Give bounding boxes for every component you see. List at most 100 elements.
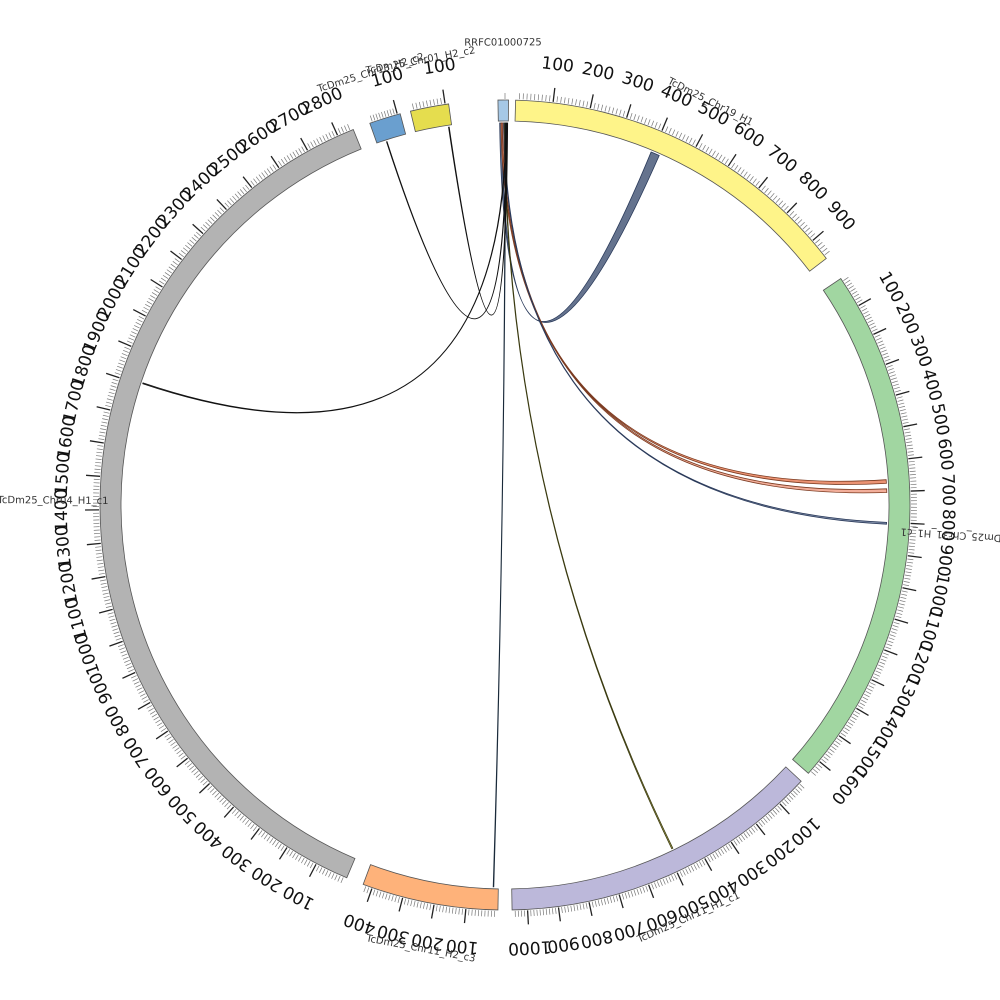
minor-tick — [337, 128, 341, 134]
minor-tick — [825, 753, 831, 759]
minor-tick — [132, 678, 139, 682]
minor-tick — [909, 467, 916, 469]
minor-tick — [682, 134, 686, 141]
major-tick — [150, 278, 163, 288]
minor-tick — [794, 216, 800, 222]
tick-label-chr04_h1: 100 — [280, 881, 318, 914]
minor-tick — [429, 99, 432, 106]
minor-tick — [778, 200, 784, 206]
minor-tick — [258, 174, 263, 180]
minor-tick — [893, 621, 900, 625]
minor-tick — [585, 902, 588, 909]
tick-label-chr19_h1: 100 — [540, 53, 575, 77]
minor-tick — [410, 900, 413, 907]
minor-tick — [709, 855, 714, 861]
minor-tick — [654, 122, 658, 128]
minor-tick — [244, 819, 250, 825]
minor-tick — [582, 100, 585, 107]
minor-tick — [146, 705, 153, 709]
minor-tick — [578, 99, 581, 106]
minor-tick — [907, 454, 914, 456]
tick-label-chr19_h1: 800 — [794, 168, 831, 205]
minor-tick — [715, 152, 720, 159]
tick-label-chr04_h1: 800 — [101, 701, 134, 739]
minor-tick — [690, 865, 695, 872]
minor-tick — [458, 908, 460, 915]
minor-tick — [114, 634, 121, 638]
minor-tick — [112, 378, 119, 382]
minor-tick — [95, 549, 102, 552]
minor-tick — [310, 141, 314, 148]
minor-tick — [97, 566, 104, 568]
tick-label-chr31_h1: 300 — [906, 333, 936, 370]
minor-tick — [186, 763, 193, 768]
minor-tick — [416, 901, 419, 908]
minor-tick — [654, 882, 657, 889]
major-tick — [270, 155, 280, 169]
minor-tick — [651, 883, 654, 890]
minor-tick — [193, 234, 199, 239]
minor-tick — [140, 693, 146, 697]
minor-tick — [549, 95, 551, 102]
minor-tick — [696, 862, 700, 869]
minor-tick — [597, 103, 600, 110]
minor-tick — [378, 112, 381, 119]
minor-tick — [107, 395, 114, 398]
minor-tick — [102, 592, 109, 595]
minor-tick — [185, 244, 191, 250]
minor-tick — [100, 582, 107, 585]
minor-tick — [160, 728, 167, 732]
minor-tick — [861, 308, 868, 312]
minor-tick — [347, 124, 351, 130]
major-tick — [89, 440, 104, 444]
major-tick — [308, 864, 317, 878]
minor-tick — [172, 744, 178, 749]
minor-tick — [874, 673, 880, 677]
minor-tick — [630, 890, 634, 897]
minor-tick — [214, 792, 220, 798]
minor-tick — [586, 101, 589, 108]
minor-tick — [116, 365, 123, 369]
minor-tick — [901, 590, 908, 593]
tick-label-chr04_h1: 1400 — [52, 489, 73, 532]
minor-tick — [135, 322, 142, 326]
minor-tick — [232, 195, 237, 201]
minor-tick — [871, 328, 878, 332]
major-tick — [786, 202, 798, 214]
minor-tick — [103, 411, 110, 414]
minor-tick — [209, 788, 215, 793]
minor-tick — [846, 282, 853, 287]
tick-label-chr04_h1: 600 — [141, 762, 177, 800]
minor-tick — [603, 898, 607, 905]
minor-tick — [436, 98, 439, 105]
minor-tick — [849, 719, 855, 723]
minor-tick — [168, 266, 174, 271]
minor-tick — [195, 773, 201, 778]
minor-tick — [162, 274, 169, 279]
minor-tick — [109, 618, 116, 622]
minor-tick — [182, 247, 189, 252]
minor-tick — [651, 120, 655, 127]
minor-tick — [138, 315, 145, 320]
minor-tick — [212, 214, 218, 220]
major-tick — [223, 806, 235, 818]
minor-tick — [180, 250, 186, 255]
minor-tick — [118, 362, 124, 366]
minor-tick — [582, 903, 585, 910]
minor-tick — [819, 244, 825, 250]
segment-chr04_h1 — [99, 128, 362, 879]
minor-tick — [289, 153, 294, 159]
major-tick — [838, 735, 851, 745]
minor-tick — [645, 885, 649, 892]
minor-tick — [740, 169, 745, 175]
minor-tick — [340, 126, 344, 133]
minor-tick — [104, 599, 111, 602]
minor-tick — [322, 135, 326, 142]
minor-tick — [239, 189, 245, 195]
minor-tick — [123, 349, 129, 353]
minor-tick — [567, 906, 569, 913]
minor-tick — [824, 250, 830, 256]
minor-tick — [106, 398, 113, 401]
link-5 — [492, 122, 507, 888]
minor-tick — [897, 399, 904, 402]
